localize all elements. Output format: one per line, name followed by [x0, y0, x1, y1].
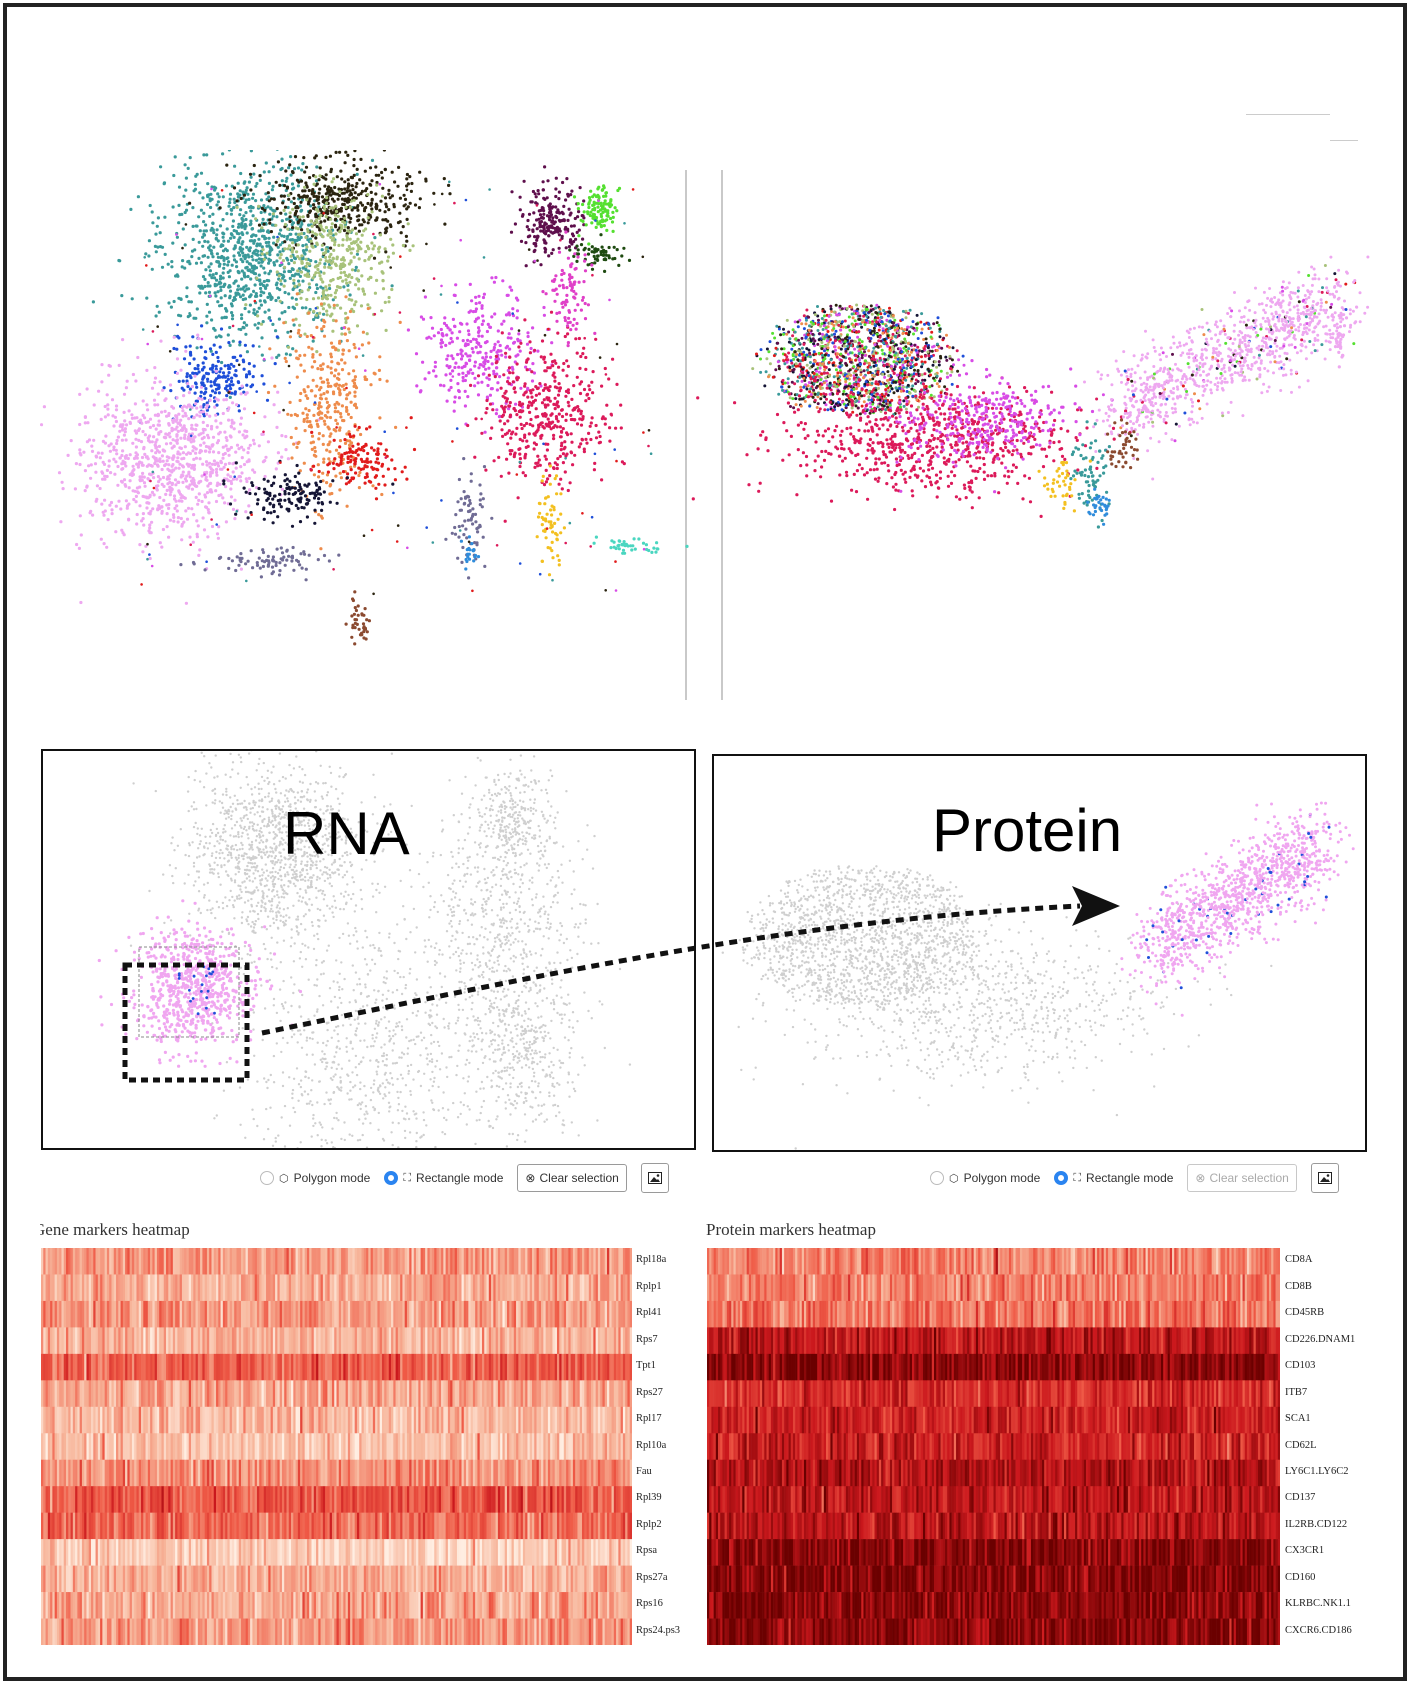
heatmap-row-label: ITB7: [1285, 1387, 1307, 1398]
polygon-mode-label: Polygon mode: [294, 1171, 371, 1185]
protein-selection-panel[interactable]: Protein: [668, 754, 1367, 1152]
clear-selection-button[interactable]: ⊗ Clear selection: [1187, 1164, 1297, 1192]
clear-selection-label: Clear selection: [539, 1171, 618, 1185]
heatmap-row-label: Rpl39: [636, 1492, 662, 1503]
heatmap-row-label: CD103: [1285, 1360, 1315, 1371]
protein-heatmap[interactable]: [707, 1248, 1280, 1645]
rectangle-mode-label: Rectangle mode: [416, 1171, 503, 1185]
heatmap-row-label: Rps27: [636, 1387, 663, 1398]
heatmap-row-label: Rpl10a: [636, 1440, 666, 1451]
heatmap-row-label: IL2RB.CD122: [1285, 1519, 1347, 1530]
gene-heatmap-labels: Rpl18a Rplp1 Rpl41 Rps7 Tpt1 Rps27 Rpl17 Rpl10a…: [636, 1248, 726, 1645]
protein-heatmap-title: Protein markers heatmap: [706, 1220, 876, 1240]
gene-heatmap-title-clip: Gene markers heatmap: [40, 1218, 640, 1244]
protein-clustered-umap[interactable]: [691, 255, 1370, 529]
rectangle-icon: ⛶: [1073, 1172, 1081, 1185]
polygon-mode-label: Polygon mode: [964, 1171, 1041, 1185]
heatmap-row-label: KLRBC.NK1.1: [1285, 1598, 1351, 1609]
rna-selection-panel[interactable]: RNA: [41, 709, 696, 1350]
heatmap-row-label: Rplp1: [636, 1281, 662, 1292]
export-image-button[interactable]: [1310, 1163, 1339, 1193]
heatmap-row-label: Rps16: [636, 1598, 663, 1609]
heatmap-row-label: Rpl41: [636, 1307, 662, 1318]
heatmap-row-label: Fau: [636, 1466, 652, 1477]
figure-frame: [3, 3, 1407, 1681]
export-image-button[interactable]: [640, 1163, 669, 1193]
heatmap-row-label: CD137: [1285, 1492, 1315, 1503]
heatmap-row-label: CX3CR1: [1285, 1545, 1324, 1556]
protein-heatmap-labels: CD8A CD8B CD45RB CD226.DNAM1 CD103 ITB7 SCA1 CD…: [1285, 1248, 1395, 1645]
top-rule-2: [1330, 140, 1358, 141]
polygon-radio-dot[interactable]: [930, 1171, 944, 1185]
rectangle-mode-radio[interactable]: ⛶ Rectangle mode: [1054, 1171, 1173, 1185]
rectangle-radio-dot[interactable]: [1054, 1171, 1069, 1185]
rectangle-mode-radio[interactable]: ⛶ Rectangle mode: [384, 1171, 503, 1185]
clustered-umap-plots: [40, 150, 1370, 720]
protein-label: Protein: [932, 796, 1122, 865]
polygon-mode-radio[interactable]: ⬡ Polygon mode: [260, 1171, 370, 1185]
heatmap-row-label: Tpt1: [636, 1360, 656, 1371]
polygon-icon: ⬡: [949, 1172, 959, 1185]
polygon-radio-dot[interactable]: [260, 1171, 274, 1185]
heatmap-row-label: Rpl17: [636, 1413, 662, 1424]
rectangle-mode-label: Rectangle mode: [1086, 1171, 1173, 1185]
heatmap-row-label: CD226.DNAM1: [1285, 1334, 1355, 1345]
rna-label: RNA: [283, 799, 410, 868]
selection-highlight-box: [122, 962, 250, 1083]
rna-clustered-umap[interactable]: [40, 150, 689, 646]
heatmap-row-label: Rpl18a: [636, 1254, 666, 1265]
heatmap-row-label: CD8B: [1285, 1281, 1312, 1292]
heatmap-row-label: Rpsa: [636, 1545, 657, 1556]
heatmap-row-label: CXCR6.CD186: [1285, 1625, 1352, 1636]
clear-selection-button[interactable]: ⊗ Clear selection: [517, 1164, 627, 1192]
rectangle-radio-dot[interactable]: [384, 1171, 399, 1185]
image-icon: [1317, 1172, 1332, 1184]
selection-controls-left: ⬡ Polygon mode ⛶ Rectangle mode ⊗ Clear …: [260, 1163, 669, 1193]
heatmap-row-label: CD160: [1285, 1572, 1315, 1583]
heatmap-row-label: Rplp2: [636, 1519, 662, 1530]
heatmap-row-label: Rps7: [636, 1334, 658, 1345]
heatmap-row-label: LY6C1.LY6C2: [1285, 1466, 1349, 1477]
rectangle-icon: ⛶: [403, 1172, 411, 1185]
image-icon: [647, 1172, 662, 1184]
heatmap-row-label: Rps27a: [636, 1572, 668, 1583]
heatmap-row-label: CD8A: [1285, 1254, 1312, 1265]
polygon-mode-radio[interactable]: ⬡ Polygon mode: [930, 1171, 1040, 1185]
gene-heatmap-title: Gene markers heatmap: [40, 1220, 190, 1240]
heatmap-row-label: Rps24.ps3: [636, 1625, 680, 1636]
polygon-icon: ⬡: [279, 1172, 289, 1185]
clear-selection-label: Clear selection: [1209, 1171, 1288, 1185]
gene-heatmap[interactable]: [41, 1248, 632, 1645]
heatmap-row-label: SCA1: [1285, 1413, 1311, 1424]
heatmap-row-label: CD62L: [1285, 1440, 1317, 1451]
selection-controls-right: ⬡ Polygon mode ⛶ Rectangle mode ⊗ Clear …: [930, 1163, 1339, 1193]
heatmap-row-label: CD45RB: [1285, 1307, 1324, 1318]
clear-icon: ⊗: [525, 1171, 535, 1185]
top-rule: [1246, 114, 1330, 115]
clear-icon: ⊗: [1195, 1171, 1205, 1185]
